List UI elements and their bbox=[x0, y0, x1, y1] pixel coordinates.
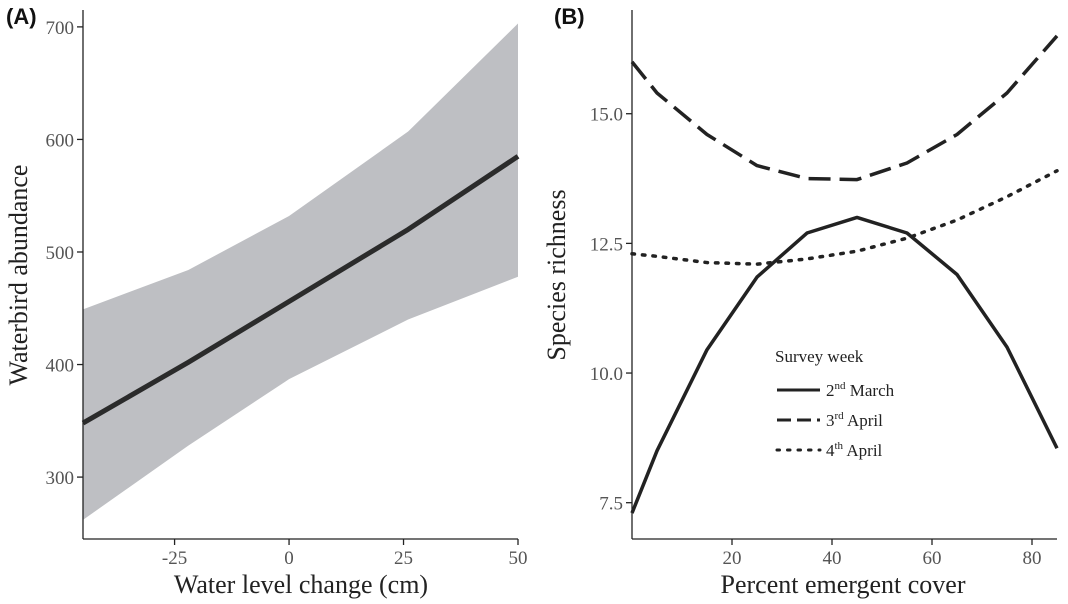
series-line-1 bbox=[630, 215, 1059, 514]
legend-items: 2nd March 3rd April 4th April bbox=[775, 380, 895, 460]
panel-a-x-axis: -25 0 25 50 bbox=[83, 538, 528, 569]
y-tick-label: 15.0 bbox=[590, 105, 623, 126]
x-tick-label: -25 bbox=[162, 548, 187, 569]
panel-b-legend: Survey week 2nd March 3rd April 4th April bbox=[775, 347, 895, 460]
panel-a-y-axis-title: Waterbird abundance bbox=[4, 165, 33, 386]
y-tick-label: 400 bbox=[46, 356, 75, 377]
panel-b-label: (B) bbox=[554, 4, 585, 29]
series-line-1 bbox=[81, 154, 520, 426]
legend-label-2: 3rd April bbox=[826, 410, 883, 430]
x-tick-label: 20 bbox=[723, 548, 742, 569]
y-tick-label: 500 bbox=[46, 243, 75, 264]
panel-a: (A) -25 0 25 50 300 400 500 600 700 Water level… bbox=[4, 4, 528, 599]
panel-b-y-axis: 7.5 10.0 12.5 15.0 bbox=[590, 10, 633, 539]
panel-b-x-axis-title: Percent emergent cover bbox=[721, 570, 966, 599]
y-tick-label: 600 bbox=[46, 130, 75, 151]
y-tick-label: 700 bbox=[46, 18, 75, 39]
panel-a-y-axis: 300 400 500 600 700 bbox=[46, 10, 84, 539]
series-line-3 bbox=[630, 169, 1059, 266]
legend-label-1: 2nd March bbox=[826, 380, 895, 400]
y-tick-label: 7.5 bbox=[599, 494, 623, 515]
x-tick-label: 0 bbox=[284, 548, 294, 569]
panel-a-x-axis-title: Water level change (cm) bbox=[174, 570, 428, 599]
series-line-2 bbox=[630, 34, 1059, 182]
x-tick-label: 50 bbox=[509, 548, 528, 569]
x-tick-label: 25 bbox=[394, 548, 413, 569]
panel-a-plot-area bbox=[81, 23, 520, 520]
panel-b: (B) 20 40 60 80 7.5 10.0 12.5 15.0 Percent eme… bbox=[542, 4, 1059, 599]
x-tick-label: 60 bbox=[923, 548, 942, 569]
y-tick-label: 10.0 bbox=[590, 364, 623, 385]
x-tick-label: 80 bbox=[1023, 548, 1042, 569]
x-tick-label: 40 bbox=[823, 548, 842, 569]
y-tick-label: 300 bbox=[46, 468, 75, 489]
legend-title: Survey week bbox=[775, 347, 864, 366]
panel-b-y-axis-title: Species richness bbox=[542, 189, 571, 360]
y-tick-label: 12.5 bbox=[590, 234, 623, 255]
panel-b-plot-area bbox=[630, 34, 1059, 514]
panel-b-x-axis: 20 40 60 80 bbox=[632, 538, 1057, 569]
confidence-ribbon bbox=[83, 23, 518, 520]
legend-label-3: 4th April bbox=[826, 440, 883, 460]
panel-a-label: (A) bbox=[6, 4, 37, 29]
